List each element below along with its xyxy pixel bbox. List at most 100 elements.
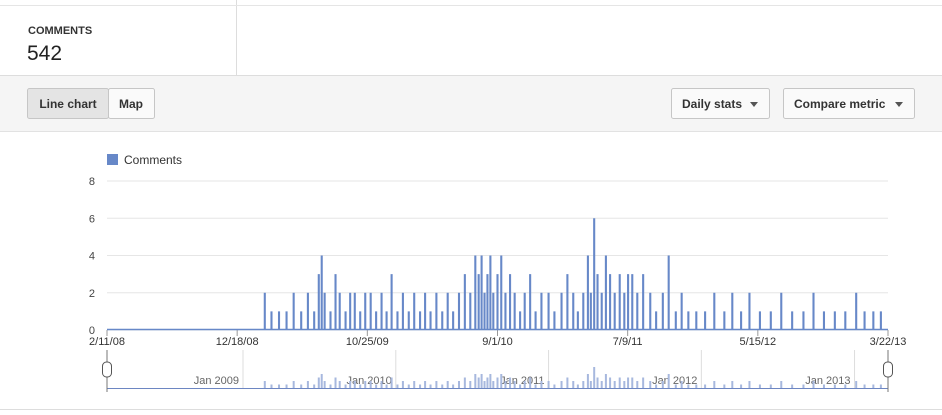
metric-label: COMMENTS — [28, 25, 92, 37]
bar — [791, 311, 794, 330]
navigator-bar — [636, 381, 639, 388]
menu-button[interactable] — [783, 88, 915, 119]
legend-swatch — [107, 154, 118, 165]
navigator-handle[interactable] — [102, 361, 112, 378]
legend-label: Comments — [124, 153, 182, 167]
navigator-bar — [566, 377, 569, 388]
dropdown-arrow — [895, 102, 903, 107]
navigator-bar — [413, 381, 416, 388]
bar — [323, 292, 326, 330]
menu-label[interactable]: Compare metric — [794, 97, 886, 111]
bar — [504, 292, 507, 330]
tab-button[interactable] — [108, 88, 155, 119]
navigator-bar — [329, 384, 332, 388]
bar — [496, 274, 499, 330]
navigator-bar — [513, 381, 516, 388]
navigator-bar — [680, 381, 683, 388]
navigator-bar — [441, 384, 444, 388]
bar — [879, 311, 882, 330]
navigator-bar — [474, 374, 477, 388]
metric-value: 542 — [27, 42, 62, 65]
bar — [492, 292, 495, 330]
menu-button[interactable] — [671, 88, 770, 119]
navigator-bar — [306, 381, 309, 388]
navigator-bar — [780, 381, 783, 388]
navigator-label: Jan 2009 — [194, 375, 239, 387]
bar — [674, 311, 677, 330]
navigator-bar — [582, 381, 585, 388]
bar — [731, 292, 734, 330]
navigator-bar — [576, 384, 579, 388]
bar — [270, 311, 273, 330]
bar — [631, 274, 634, 330]
bar — [589, 292, 592, 330]
bar — [364, 292, 367, 330]
bar — [306, 292, 309, 330]
bar — [277, 311, 281, 330]
navigator-bar — [323, 381, 326, 388]
bar — [519, 311, 522, 330]
bar — [687, 311, 690, 330]
bar — [320, 255, 323, 330]
navigator-bar — [586, 374, 589, 388]
bar — [429, 311, 432, 330]
navigator-handle[interactable] — [883, 361, 893, 378]
navigator-bar — [300, 384, 303, 388]
bar — [667, 255, 670, 330]
bar — [334, 274, 337, 330]
navigator-bar — [596, 377, 599, 388]
x-tick-label: 12/18/08 — [216, 336, 259, 348]
x-tick-label: 2/11/08 — [89, 336, 125, 348]
bar — [424, 292, 427, 330]
navigator-bar — [424, 381, 427, 388]
bar — [812, 292, 815, 330]
bar — [600, 292, 603, 330]
navigator-bar — [390, 377, 393, 388]
y-tick-label: 6 — [89, 213, 95, 225]
navigator-bar — [667, 374, 670, 388]
bar — [758, 311, 761, 330]
navigator-bar — [489, 374, 492, 388]
navigator-label: Jan 2011 — [500, 375, 544, 387]
tab-label[interactable]: Line chart — [39, 97, 96, 111]
bar — [486, 274, 489, 330]
navigator-bar — [802, 384, 805, 388]
chart: 0 2 4 6 8 2/11/08 12/18/08 10/25/09 9/1/10 7/9/11… — [89, 153, 906, 392]
navigator-bar — [483, 381, 486, 388]
navigator-bar — [263, 381, 266, 388]
navigator-bar — [758, 384, 761, 388]
bar — [500, 255, 503, 330]
bar — [263, 292, 266, 330]
bar — [344, 311, 347, 330]
dropdown-arrow — [750, 102, 758, 107]
bar — [748, 292, 751, 330]
bar — [349, 292, 352, 330]
bar — [457, 292, 461, 330]
menu-label[interactable]: Daily stats — [682, 97, 742, 111]
navigator-bar — [496, 377, 499, 388]
bar — [413, 292, 416, 330]
navigator-bar — [631, 377, 634, 388]
bar — [623, 292, 626, 330]
tab-label[interactable]: Map — [119, 97, 143, 111]
navigator-bar — [457, 381, 460, 388]
bar — [474, 255, 477, 330]
navigator-bar — [477, 377, 480, 388]
navigator-bar — [695, 384, 698, 388]
bar — [317, 274, 320, 330]
navigator-bar — [317, 377, 320, 388]
bar — [483, 292, 486, 330]
navigator-bar — [844, 384, 847, 388]
navigator-bar — [509, 377, 512, 388]
navigator-bar — [492, 381, 495, 388]
navigator-bar — [270, 384, 273, 388]
bar — [480, 255, 483, 330]
navigator-bar — [480, 374, 483, 388]
navigator-bar — [740, 384, 743, 388]
bar — [586, 255, 589, 330]
navigator-bar — [600, 381, 603, 388]
bar — [547, 292, 550, 330]
navigator-bar — [748, 381, 751, 388]
